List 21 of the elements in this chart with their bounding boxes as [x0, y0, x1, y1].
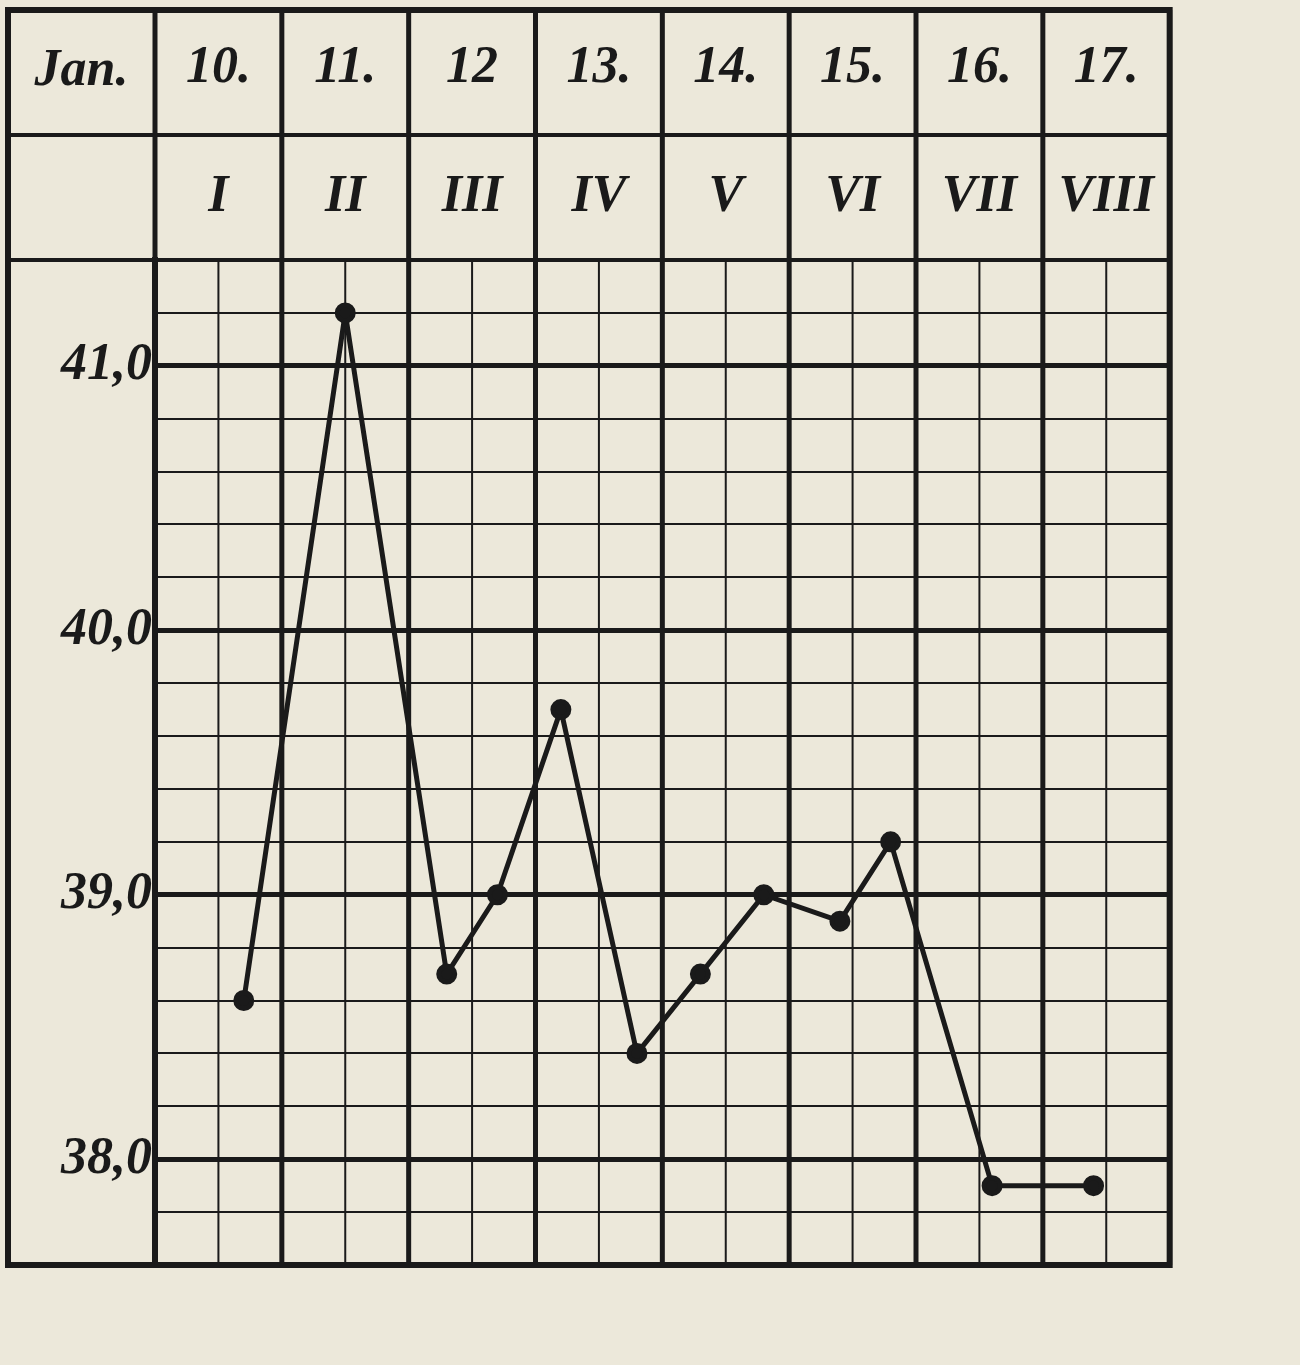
y-tick-label: 41,0 [60, 333, 152, 391]
text: IV [570, 165, 631, 223]
text: III [440, 165, 505, 223]
text: V [708, 165, 748, 223]
x-tick-label: 11. [314, 36, 377, 94]
y-tick-label: 40,0 [60, 597, 152, 655]
x-tick-label: 10. [185, 36, 251, 94]
x-tick-label: 14. [693, 36, 759, 94]
text: VII [941, 165, 1019, 223]
text: VIII [1058, 165, 1156, 223]
x-tick-label: 16. [946, 36, 1012, 94]
y-tick-label: 39,0 [60, 862, 152, 920]
text: II [324, 165, 368, 223]
x-axis-title: Jan. [33, 39, 129, 97]
x-tick-label: 12 [446, 36, 499, 94]
x-tick-label: 13. [566, 36, 632, 94]
x-tick-label: 17. [1073, 36, 1139, 94]
text: I [207, 165, 231, 223]
text: VI [825, 165, 882, 223]
x-tick-label: 15. [820, 36, 886, 94]
y-tick-label: 38,0 [60, 1126, 152, 1184]
